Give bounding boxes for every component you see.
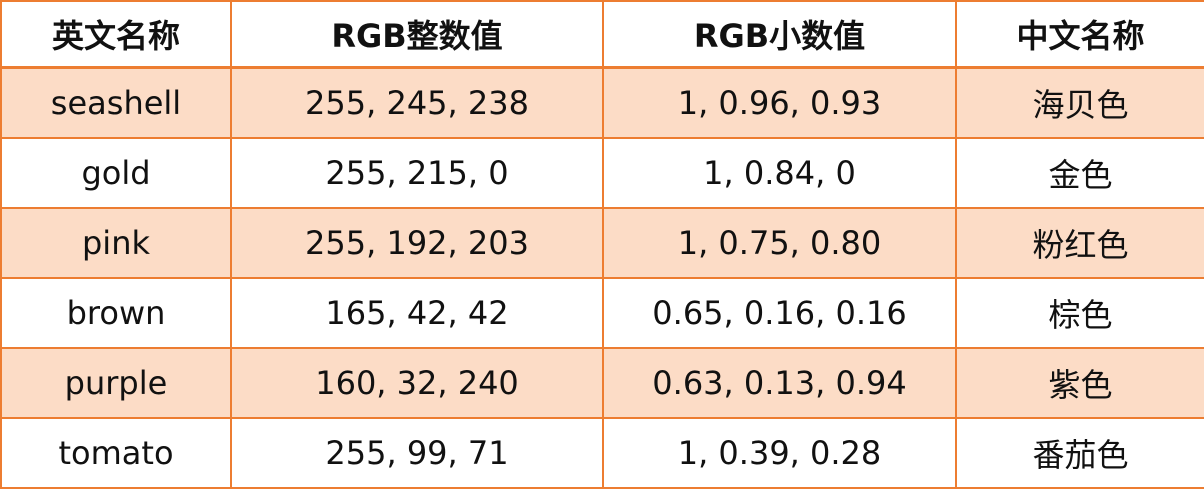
table-cell: 0.65, 0.16, 0.16 bbox=[602, 277, 957, 349]
table-cell: 海贝色 bbox=[955, 66, 1204, 139]
table-row: purple 160, 32, 240 0.63, 0.13, 0.94 紫色 bbox=[0, 347, 1204, 419]
header-cell: 中文名称 bbox=[955, 0, 1204, 69]
table-cell: 1, 0.39, 0.28 bbox=[602, 417, 957, 489]
header-cell: 英文名称 bbox=[0, 0, 232, 69]
table-cell: 紫色 bbox=[955, 347, 1204, 419]
table-cell: seashell bbox=[0, 66, 232, 139]
header-cell: RGB小数值 bbox=[602, 0, 957, 69]
table-cell: brown bbox=[0, 277, 232, 349]
table-cell: 棕色 bbox=[955, 277, 1204, 349]
table-row: seashell 255, 245, 238 1, 0.96, 0.93 海贝色 bbox=[0, 66, 1204, 139]
table-row: gold 255, 215, 0 1, 0.84, 0 金色 bbox=[0, 137, 1204, 209]
table-row: tomato 255, 99, 71 1, 0.39, 0.28 番茄色 bbox=[0, 417, 1204, 489]
table-cell: 1, 0.75, 0.80 bbox=[602, 207, 957, 279]
table-cell: 255, 215, 0 bbox=[230, 137, 604, 209]
table-cell: 165, 42, 42 bbox=[230, 277, 604, 349]
table-cell: 1, 0.96, 0.93 bbox=[602, 66, 957, 139]
table-body: seashell 255, 245, 238 1, 0.96, 0.93 海贝色 gol… bbox=[0, 66, 1204, 489]
table-cell: 金色 bbox=[955, 137, 1204, 209]
table-cell: purple bbox=[0, 347, 232, 419]
table-cell: pink bbox=[0, 207, 232, 279]
table-cell: gold bbox=[0, 137, 232, 209]
table-cell: 0.63, 0.13, 0.94 bbox=[602, 347, 957, 419]
table-cell: 255, 245, 238 bbox=[230, 66, 604, 139]
header-cell: RGB整数值 bbox=[230, 0, 604, 69]
table-row: brown 165, 42, 42 0.65, 0.16, 0.16 棕色 bbox=[0, 277, 1204, 349]
table-cell: 番茄色 bbox=[955, 417, 1204, 489]
table-cell: 粉红色 bbox=[955, 207, 1204, 279]
table-cell: 1, 0.84, 0 bbox=[602, 137, 957, 209]
table-cell: 255, 192, 203 bbox=[230, 207, 604, 279]
table-row: pink 255, 192, 203 1, 0.75, 0.80 粉红色 bbox=[0, 207, 1204, 279]
table-cell: 255, 99, 71 bbox=[230, 417, 604, 489]
table-cell: 160, 32, 240 bbox=[230, 347, 604, 419]
table-cell: tomato bbox=[0, 417, 232, 489]
header-row: 英文名称 RGB整数值 RGB小数值 中文名称 bbox=[0, 0, 1204, 69]
